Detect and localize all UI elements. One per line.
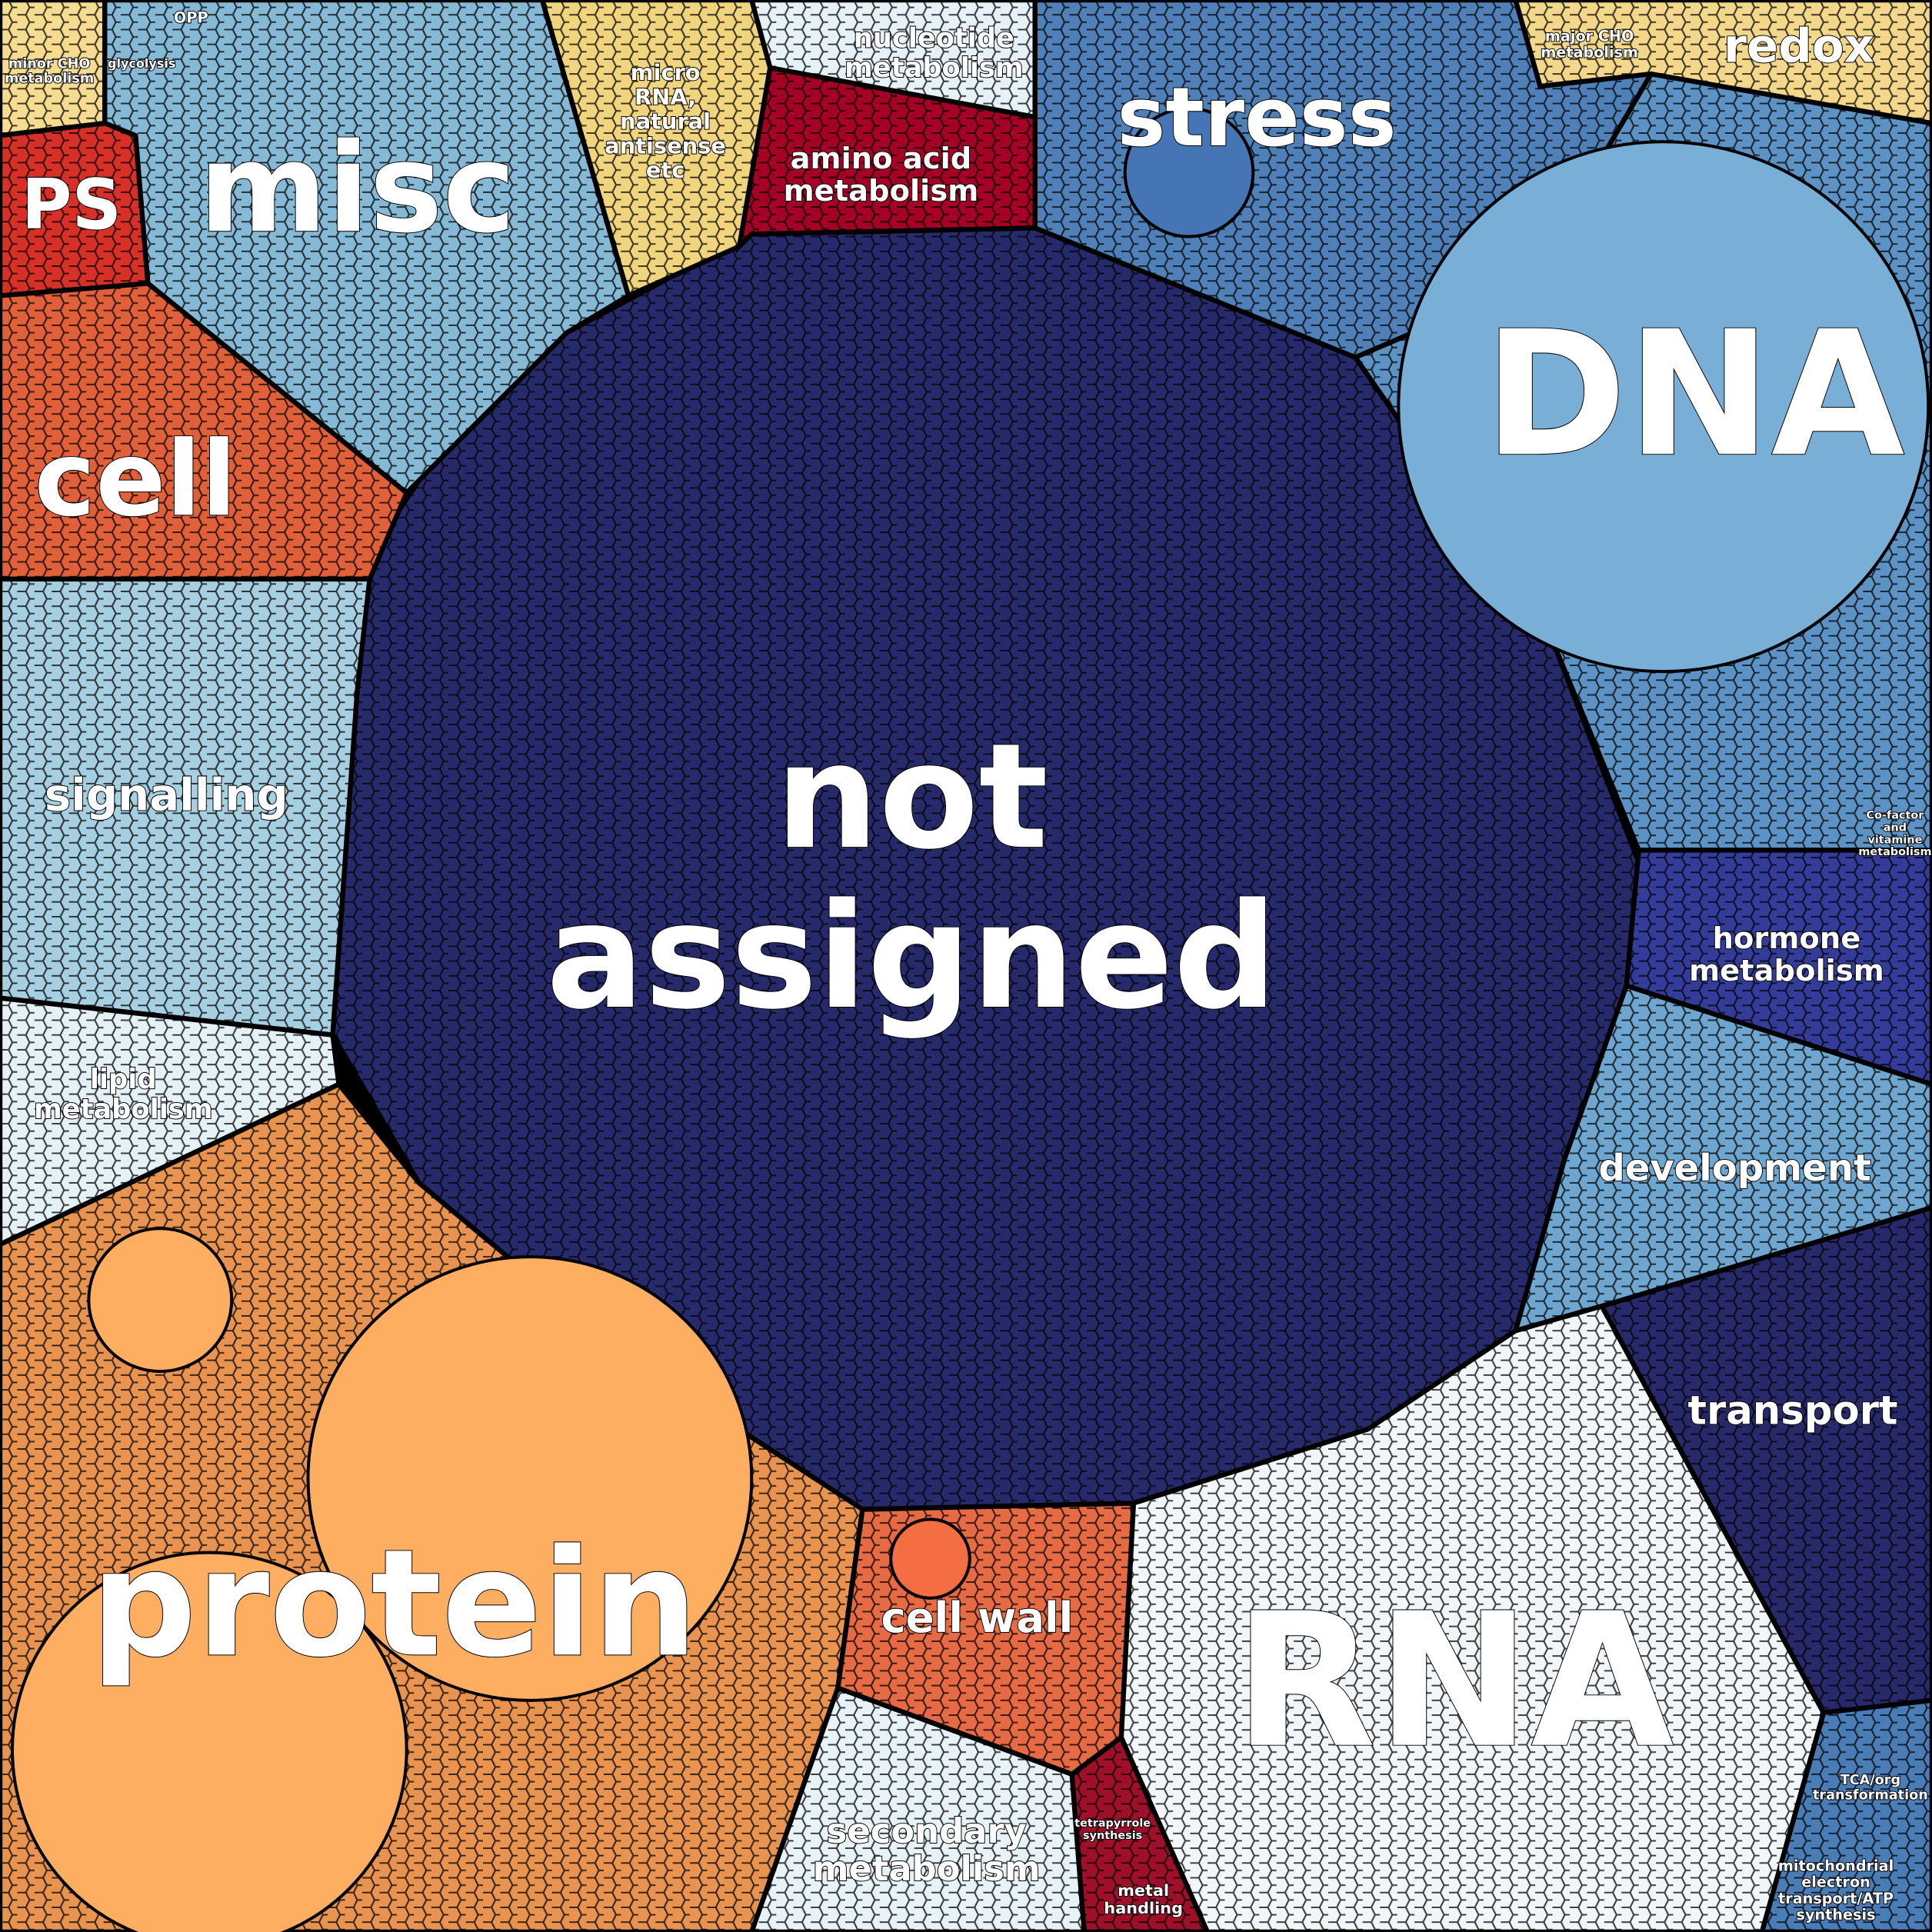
region-label: metabolism (784, 174, 979, 208)
region-label: amino acid (791, 142, 972, 176)
cell-border (1759, 1697, 1932, 1932)
cell-border (1624, 848, 1932, 1088)
region-label: vitamine (1867, 834, 1922, 846)
region-label: minor CHO (8, 56, 90, 72)
region-label: RNA, (635, 84, 696, 110)
region-label: metabolism (1858, 846, 1931, 858)
cell-border (1069, 1733, 1211, 1932)
region-label: stress (1118, 70, 1397, 165)
region-label: hormone (1713, 921, 1861, 956)
region-label: synthesis (1797, 1906, 1876, 1924)
sub-cell (889, 1517, 971, 1600)
region-label: and (1884, 821, 1907, 834)
region-label: TCA/org (1840, 1773, 1900, 1788)
cell-border (748, 1684, 1088, 1932)
region-label: transformation (1813, 1787, 1928, 1803)
cell-mesh (739, 68, 1035, 247)
region-label: metal (1118, 1881, 1169, 1900)
region-label: assigned (546, 872, 1277, 1041)
region-label: synthesis (1083, 1830, 1142, 1842)
region-label: nucleotide (854, 22, 1014, 54)
region-label: development (1598, 1147, 1871, 1190)
region-label: metabolism (1689, 954, 1884, 988)
region-label: redox (1724, 19, 1874, 74)
region-label: electron (1801, 1874, 1870, 1891)
region-label: metabolism (844, 52, 1023, 84)
sub-cell (1123, 106, 1255, 238)
sub-cell (1397, 140, 1930, 674)
region-label: misc (199, 116, 516, 260)
cell-mesh (105, 0, 629, 493)
cell-mesh (1515, 985, 1932, 1331)
region-label: OPP (174, 9, 208, 27)
cell-mesh (1626, 850, 1932, 1084)
sub-cell (11, 1551, 408, 1932)
cell-border (0, 281, 410, 582)
region-label: tetrapyrrole (1074, 1817, 1151, 1830)
region-label: antisense (605, 132, 726, 158)
cell-mesh (0, 123, 148, 296)
region-label: natural (620, 108, 711, 135)
cell-mesh (1515, 0, 1932, 124)
region-label: metabolism (5, 72, 94, 87)
region-label: metabolism (813, 1848, 1041, 1889)
cell-mesh (0, 0, 105, 136)
region-label: transport (1687, 1388, 1897, 1434)
region-label: secondary (827, 1810, 1027, 1851)
region-label: cell (35, 418, 237, 539)
region-label: signalling (45, 769, 288, 821)
sub-cell (87, 1227, 234, 1374)
region-label: cell wall (881, 1593, 1073, 1642)
region-label: handling (1104, 1899, 1183, 1917)
region-label: mitochondrial (1778, 1857, 1894, 1875)
region-label: transport/ATP (1778, 1890, 1894, 1907)
region-label: protein (91, 1518, 698, 1690)
cell-border (1513, 0, 1932, 126)
region-label: metabolism (34, 1094, 213, 1125)
cell-mesh (1761, 1700, 1932, 1932)
cell-mesh (1121, 1306, 1824, 1932)
cell-mesh (0, 998, 339, 1245)
region-label: etc (646, 157, 685, 183)
sub-cell (306, 1255, 754, 1702)
cell-mesh (541, 0, 771, 296)
region-label: major CHO (1545, 28, 1634, 45)
cell-mesh (332, 228, 1639, 1510)
region-label: DNA (1484, 294, 1904, 495)
region-label: not (775, 712, 1048, 881)
region-label: lipid (90, 1064, 157, 1095)
region-label: glycolysis (108, 56, 175, 71)
cell-border (0, 576, 373, 1038)
region-label: PS (22, 165, 122, 245)
region-label: micro (631, 59, 701, 85)
cell-mesh (1071, 1737, 1208, 1932)
cell-mesh (0, 283, 407, 579)
cell-mesh (0, 578, 370, 1035)
region-label: RNA (1234, 1574, 1674, 1789)
cell-mesh (751, 0, 1035, 118)
region-label: Co-factor (1867, 810, 1925, 822)
cell-border (0, 1081, 865, 1932)
cell-border (1511, 982, 1932, 1334)
cell-mesh (1601, 1208, 1932, 1713)
region-label: metabolism (1541, 44, 1638, 62)
